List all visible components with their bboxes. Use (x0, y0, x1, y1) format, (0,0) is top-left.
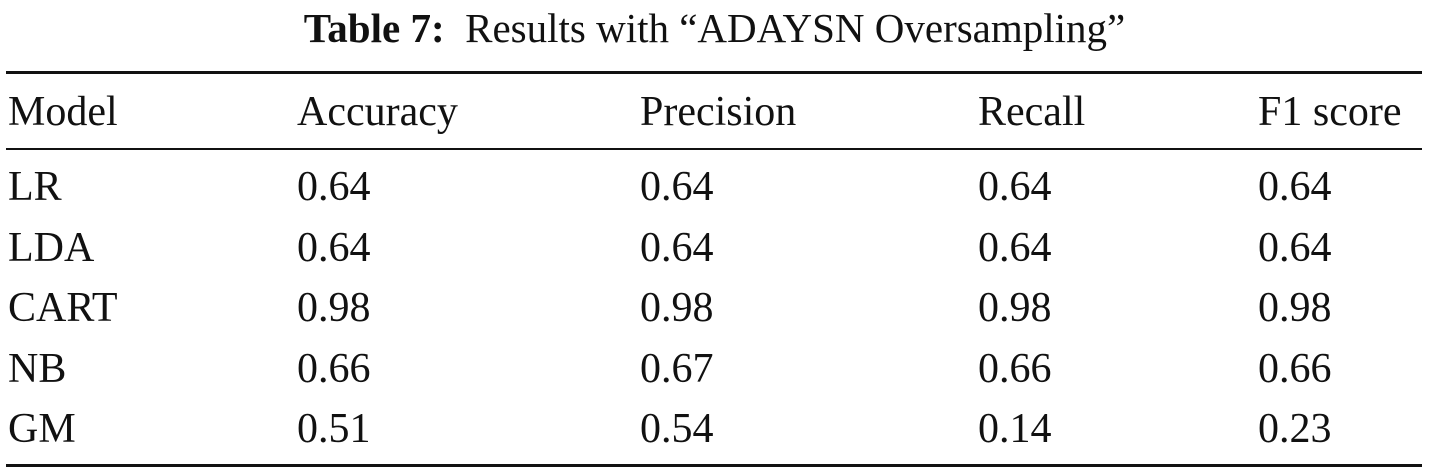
table-cell: 0.23 (1258, 406, 1332, 452)
header-cell: Model (8, 89, 118, 135)
table-cell: 0.66 (297, 345, 371, 392)
table-cell: 0.64 (1258, 164, 1332, 210)
table-cell: 0.64 (1258, 224, 1332, 271)
row-label: NB (8, 345, 67, 392)
header-cell: Accuracy (297, 89, 458, 135)
bottom-rule (6, 464, 1422, 467)
row-label: LR (8, 164, 62, 210)
table-cell: 0.64 (640, 224, 714, 271)
table-cell: 0.98 (1258, 285, 1332, 331)
top-rule (6, 71, 1422, 74)
table-cell: 0.64 (640, 164, 714, 210)
row-label: CART (8, 285, 118, 331)
row-label: LDA (8, 224, 95, 271)
table-cell: 0.66 (978, 345, 1052, 392)
header-cell: F1 score (1258, 89, 1402, 135)
table-cell: 0.64 (297, 224, 371, 271)
table-cell: 0.64 (978, 224, 1052, 271)
table-cell: 0.98 (978, 285, 1052, 331)
table-cell: 0.98 (297, 285, 371, 331)
table-caption: Table 7: Results with “ADAYSN Oversampli… (0, 4, 1429, 52)
caption-label: Table 7: (303, 5, 445, 51)
header-cell: Precision (640, 89, 797, 135)
table-cell: 0.98 (640, 285, 714, 331)
table-cell: 0.64 (297, 164, 371, 210)
header-cell: Recall (978, 89, 1086, 135)
table-cell: 0.54 (640, 406, 714, 452)
header-rule (6, 148, 1422, 150)
row-label: GM (8, 406, 76, 452)
table-cell: 0.67 (640, 345, 714, 392)
table-cell: 0.14 (978, 406, 1052, 452)
table-cell: 0.66 (1258, 345, 1332, 392)
table-cell: 0.64 (978, 164, 1052, 210)
table-cell: 0.51 (297, 406, 371, 452)
caption-text: Results with “ADAYSN Oversampling” (465, 5, 1126, 51)
